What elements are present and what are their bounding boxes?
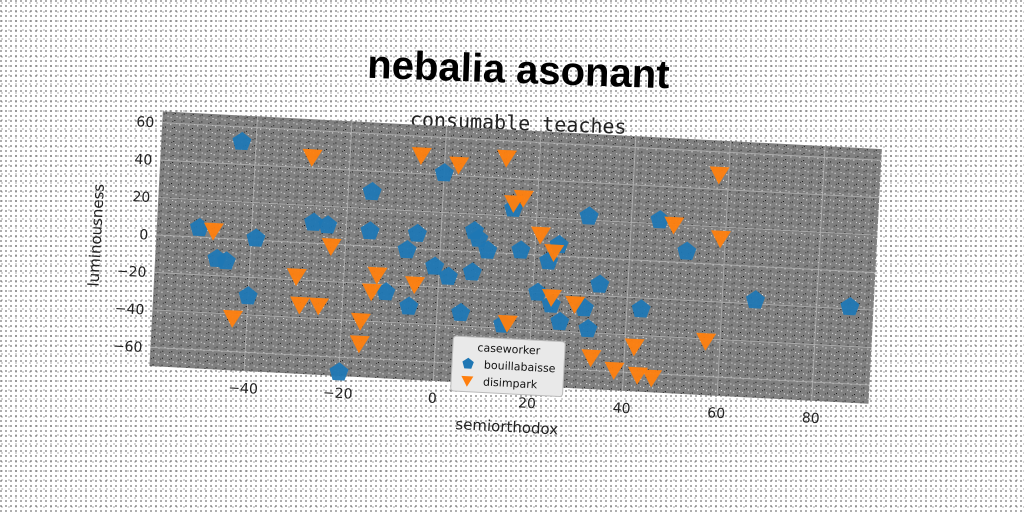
- disimpark-point: [711, 230, 732, 249]
- disimpark-point: [290, 296, 311, 315]
- x-tick-label: 60: [707, 405, 726, 422]
- bouillabaisse-point: [238, 286, 258, 305]
- disimpark-point: [581, 349, 602, 368]
- y-tick-label: 40: [134, 152, 153, 169]
- bouillabaisse-point: [362, 181, 382, 201]
- disimpark-point: [411, 146, 432, 165]
- x-tick-label: −20: [323, 385, 353, 403]
- disimpark-point: [696, 332, 717, 351]
- y-tick-label: 60: [136, 114, 155, 131]
- legend-marker-disimpark: [461, 375, 474, 387]
- bouillabaisse-point: [425, 256, 445, 275]
- disimpark-point: [449, 156, 470, 175]
- bouillabaisse-point: [451, 302, 471, 322]
- legend-marker-bouillabaisse: [462, 357, 474, 369]
- bouillabaisse-point: [304, 212, 324, 231]
- grid-line-y: [160, 159, 880, 199]
- x-tick-label: 0: [427, 391, 437, 407]
- x-tick-label: 20: [518, 395, 537, 412]
- bouillabaisse-point: [650, 210, 670, 229]
- x-tick-label: −40: [228, 380, 258, 398]
- disimpark-point: [203, 222, 224, 241]
- bouillabaisse-point: [469, 228, 489, 248]
- bouillabaisse-point: [677, 241, 697, 260]
- bouillabaisse-point: [590, 274, 610, 293]
- y-tick-label: −40: [114, 301, 144, 319]
- data-points: [190, 131, 860, 388]
- legend-title: caseworker: [477, 341, 541, 357]
- disimpark-point: [286, 268, 307, 287]
- bouillabaisse-point: [578, 318, 598, 338]
- bouillabaisse-point: [438, 266, 458, 285]
- grid-line-x: [811, 146, 826, 401]
- series-disimpark: [203, 146, 732, 388]
- disimpark-point: [627, 366, 648, 385]
- disimpark-point: [367, 266, 388, 285]
- y-tick-label: 20: [132, 189, 151, 206]
- disimpark-point: [530, 226, 551, 245]
- y-tick-label: −60: [112, 338, 142, 356]
- y-axis-ticks: −60 −40 −20 0 20 40 60: [112, 114, 154, 356]
- bouillabaisse-point: [528, 282, 548, 301]
- disimpark-point: [624, 338, 645, 357]
- disimpark-point: [565, 295, 586, 314]
- bouillabaisse-point: [216, 251, 236, 270]
- x-tick-label: 80: [801, 410, 820, 427]
- disimpark-point: [709, 166, 730, 185]
- grid-line-y: [162, 122, 882, 161]
- bouillabaisse-point: [232, 131, 252, 151]
- bouillabaisse-point: [399, 296, 419, 315]
- bouillabaisse-point: [840, 297, 860, 316]
- disimpark-point: [544, 244, 565, 263]
- grid-line-x: [622, 136, 637, 391]
- grid-line-y: [152, 309, 872, 348]
- bouillabaisse-point: [329, 362, 349, 381]
- bouillabaisse-point: [376, 282, 396, 301]
- bouillabaisse-point: [462, 262, 482, 281]
- chart-title: nebalia asonant: [367, 43, 671, 98]
- legend-label-bouillabaisse: bouillabaisse: [484, 359, 556, 376]
- bouillabaisse-point: [407, 223, 427, 242]
- disimpark-point: [350, 312, 371, 331]
- y-tick-label: −20: [116, 263, 146, 281]
- bouillabaisse-point: [631, 299, 651, 318]
- disimpark-point: [349, 335, 370, 354]
- bouillabaisse-point: [579, 206, 599, 225]
- grid-line-x: [338, 121, 353, 376]
- legend-box: [450, 335, 566, 398]
- y-axis-label: luminousness: [85, 183, 108, 287]
- x-tick-label: 40: [612, 400, 631, 417]
- bouillabaisse-point: [478, 240, 498, 259]
- disimpark-point: [604, 361, 625, 380]
- x-axis-ticks: −40 −20 0 20 40 60 80: [228, 380, 820, 427]
- bouillabaisse-point: [397, 239, 417, 259]
- x-axis-label: semiorthodox: [455, 415, 559, 438]
- bouillabaisse-point: [511, 240, 531, 259]
- grid-line-x: [716, 141, 731, 396]
- disimpark-point: [223, 309, 244, 328]
- legend-label-disimpark: disimpark: [483, 376, 538, 392]
- bouillabaisse-point: [434, 163, 454, 182]
- disimpark-point: [302, 148, 323, 167]
- bouillabaisse-point: [246, 228, 266, 247]
- disimpark-point: [664, 216, 685, 235]
- bouillabaisse-point: [360, 221, 380, 240]
- bouillabaisse-point: [318, 215, 338, 234]
- bouillabaisse-point: [746, 290, 766, 309]
- disimpark-point: [642, 369, 663, 388]
- disimpark-point: [309, 297, 330, 316]
- bouillabaisse-point: [550, 311, 570, 331]
- disimpark-point: [497, 314, 518, 333]
- y-tick-label: 0: [139, 227, 149, 243]
- disimpark-point: [405, 276, 426, 295]
- disimpark-point: [497, 149, 518, 168]
- disimpark-point: [361, 283, 382, 302]
- disimpark-point: [513, 189, 534, 208]
- disimpark-point: [321, 238, 342, 257]
- disimpark-point: [541, 288, 562, 307]
- plot-area: [149, 111, 882, 404]
